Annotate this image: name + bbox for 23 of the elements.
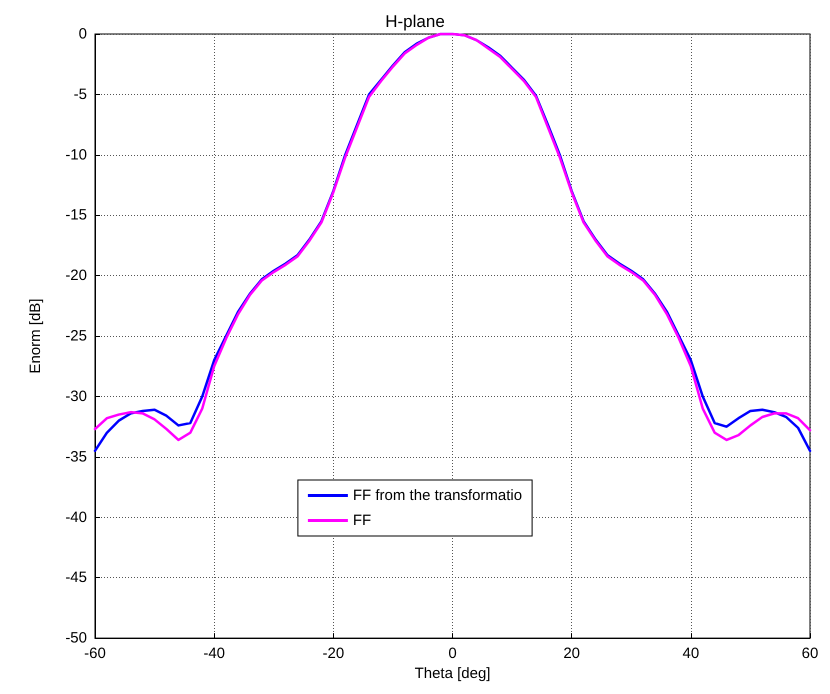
y-axis-title: Enorm [dB] (27, 298, 44, 374)
legend-label: FF from the transformatio (352, 487, 522, 504)
x-tick-label: 0 (448, 645, 457, 662)
chart-title: H-plane (385, 12, 445, 31)
x-tick-label: 40 (682, 645, 700, 662)
y-tick-label: 0 (78, 26, 87, 42)
y-tick-label: -40 (65, 508, 87, 526)
y-tick-label: -35 (65, 448, 87, 466)
y-tick-label: -20 (65, 267, 87, 284)
x-tick-label: -60 (84, 645, 106, 662)
y-tick-label: -50 (65, 630, 87, 647)
y-tick-label: -30 (65, 388, 87, 405)
x-tick-label: -40 (203, 645, 226, 662)
y-tick-label: -45 (65, 569, 87, 586)
x-tick-label: 60 (802, 645, 818, 662)
y-tick-label: -25 (65, 328, 87, 345)
x-axis-title: Theta [deg] (414, 665, 490, 682)
y-tick-label: -10 (65, 146, 87, 164)
x-tick-label: -20 (322, 645, 344, 662)
legend-label: FF (352, 512, 372, 529)
y-tick-label: -5 (74, 86, 87, 103)
x-tick-label: 20 (563, 645, 580, 662)
y-tick-label: -15 (65, 206, 87, 224)
